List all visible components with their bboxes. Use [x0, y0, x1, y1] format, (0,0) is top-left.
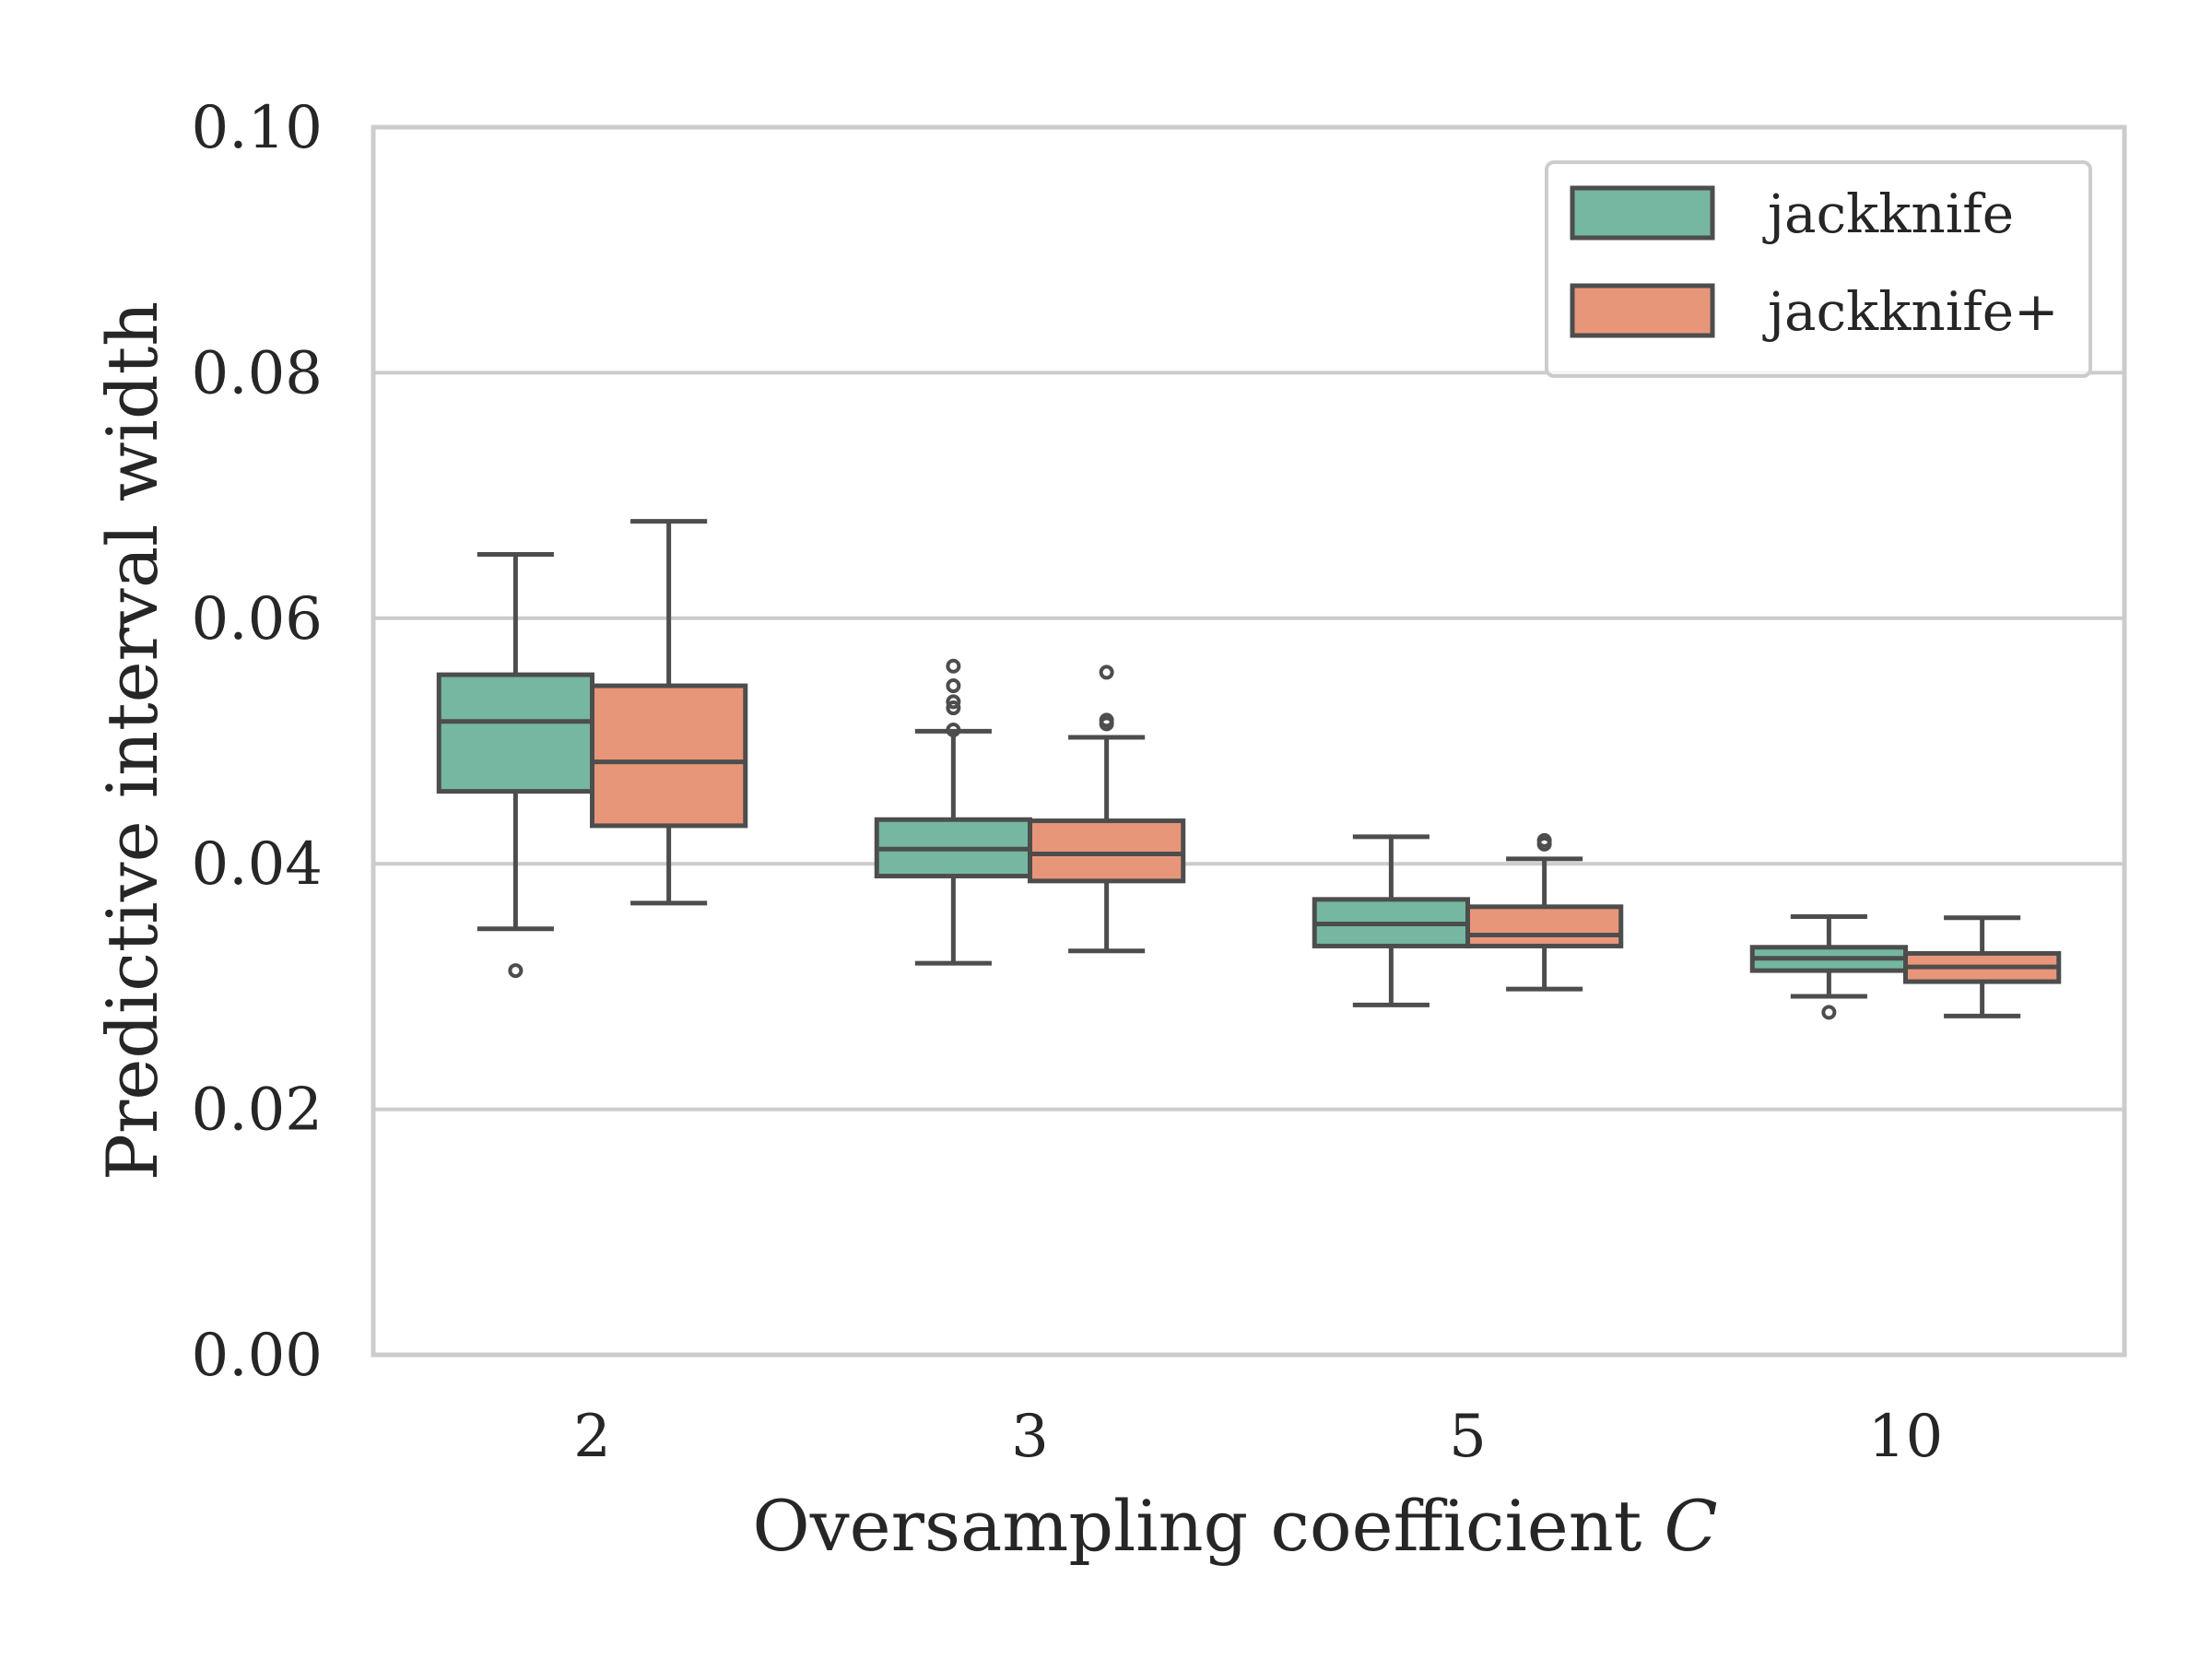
iqr-box — [436, 672, 594, 794]
y-axis-label: Predictive interval width — [91, 301, 173, 1181]
outlier-point — [1099, 665, 1114, 680]
y-tick-label: 0.10 — [192, 94, 324, 162]
outlier-point — [946, 694, 961, 710]
x-tick-label: 3 — [1011, 1403, 1049, 1471]
box-jackknife-plus-2 — [590, 519, 748, 906]
x-axis-label: Oversampling coefficient C — [752, 1485, 1717, 1567]
legend-label-jackknife: jackknife — [1762, 182, 2014, 245]
legend-swatch-jackknife-plus — [1570, 283, 1715, 338]
box-jackknife-3 — [874, 658, 1032, 966]
x-tick-label: 10 — [1868, 1403, 1943, 1471]
y-tick-label: 0.00 — [192, 1322, 324, 1390]
y-tick-label: 0.06 — [192, 585, 324, 653]
x-tick-label: 2 — [573, 1403, 611, 1471]
iqr-box — [1028, 818, 1186, 884]
iqr-box — [1465, 904, 1624, 948]
plot-frame — [371, 124, 2127, 1358]
outlier-point — [946, 658, 961, 674]
outlier-point — [1821, 1005, 1837, 1020]
y-tick-labels: 0.00 0.02 0.04 0.06 0.08 0.10 — [192, 94, 324, 1390]
legend: jackknife jackknife+ — [1545, 160, 2092, 378]
outlier-point — [1099, 712, 1114, 728]
y-tick-label: 0.02 — [192, 1077, 324, 1145]
y-tick-label: 0.04 — [192, 830, 324, 899]
box-jackknife-plus-3 — [1028, 665, 1186, 954]
legend-swatch-jackknife — [1570, 185, 1715, 241]
x-tick-labels: 2 3 5 10 — [573, 1403, 1943, 1471]
outlier-point — [946, 700, 961, 716]
x-tick-label: 5 — [1449, 1403, 1487, 1471]
box-plots — [436, 519, 2062, 1020]
outlier-point — [508, 963, 524, 979]
outlier-point — [946, 678, 961, 694]
box-jackknife-plus-5 — [1465, 832, 1624, 992]
iqr-box — [590, 683, 748, 829]
box-jackknife-10 — [1749, 913, 1908, 1020]
outlier-point — [946, 723, 961, 738]
box-jackknife-plus-10 — [1903, 915, 2062, 1018]
legend-label-jackknife-plus: jackknife+ — [1762, 280, 2059, 343]
y-tick-label: 0.08 — [192, 339, 324, 407]
box-jackknife-5 — [1312, 834, 1470, 1007]
outlier-point — [1536, 832, 1552, 848]
